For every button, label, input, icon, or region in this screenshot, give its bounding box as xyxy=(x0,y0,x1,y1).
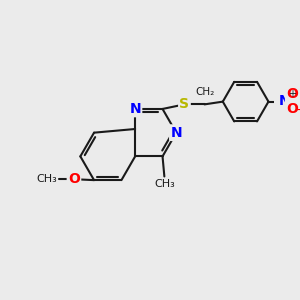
Text: −: − xyxy=(294,104,300,117)
Text: CH₃: CH₃ xyxy=(37,174,58,184)
Text: O: O xyxy=(286,87,298,101)
Text: CH₂: CH₂ xyxy=(195,87,214,97)
Text: N: N xyxy=(129,102,141,116)
Text: N: N xyxy=(170,126,182,140)
Text: O: O xyxy=(68,172,80,186)
Text: CH₃: CH₃ xyxy=(154,179,175,189)
Text: O: O xyxy=(286,102,298,116)
Text: S: S xyxy=(179,98,190,111)
Text: N: N xyxy=(279,94,291,108)
Text: +: + xyxy=(288,89,296,99)
